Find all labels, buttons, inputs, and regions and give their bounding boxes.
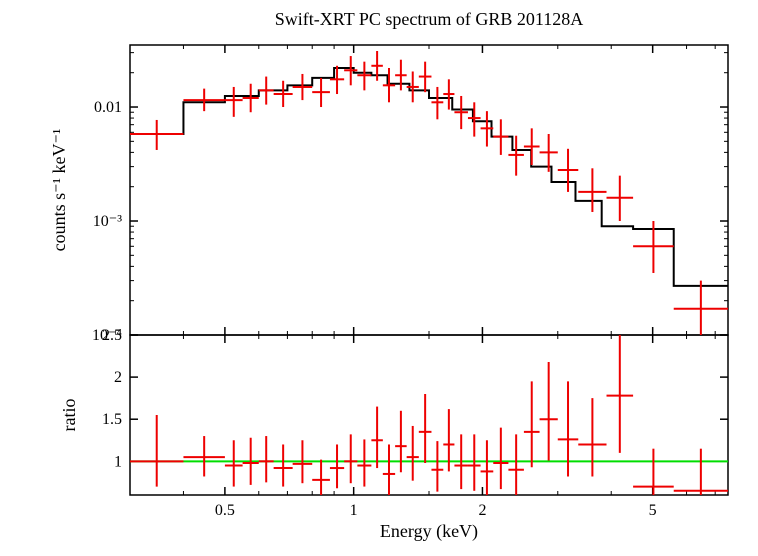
- xtick-label: 2: [478, 502, 486, 519]
- ytick-label-bottom: 2: [114, 369, 122, 386]
- chart-svg: Swift-XRT PC spectrum of GRB 201128A10⁻⁴…: [0, 0, 758, 556]
- xtick-label: 0.5: [215, 502, 235, 519]
- top-panel-frame: [130, 45, 728, 335]
- ylabel-bottom: ratio: [59, 399, 79, 432]
- spectrum-chart: Swift-XRT PC spectrum of GRB 201128A10⁻⁴…: [0, 0, 758, 556]
- ytick-label: 0.01: [94, 99, 122, 116]
- ytick-label-bottom: 1: [114, 453, 122, 470]
- ylabel-top: counts s⁻¹ keV⁻¹: [49, 129, 69, 252]
- top-panel-content: [130, 51, 728, 340]
- ytick-label-bottom: 1.5: [102, 411, 122, 428]
- xtick-label: 1: [350, 502, 358, 519]
- chart-title: Swift-XRT PC spectrum of GRB 201128A: [275, 9, 583, 29]
- xlabel: Energy (keV): [380, 521, 478, 542]
- bottom-panel-content: [130, 327, 728, 497]
- xtick-label: 5: [649, 502, 657, 519]
- ytick-label-bottom: 2.5: [102, 327, 122, 344]
- ytick-label: 10⁻³: [93, 213, 122, 230]
- bottom-panel-frame: [130, 335, 728, 495]
